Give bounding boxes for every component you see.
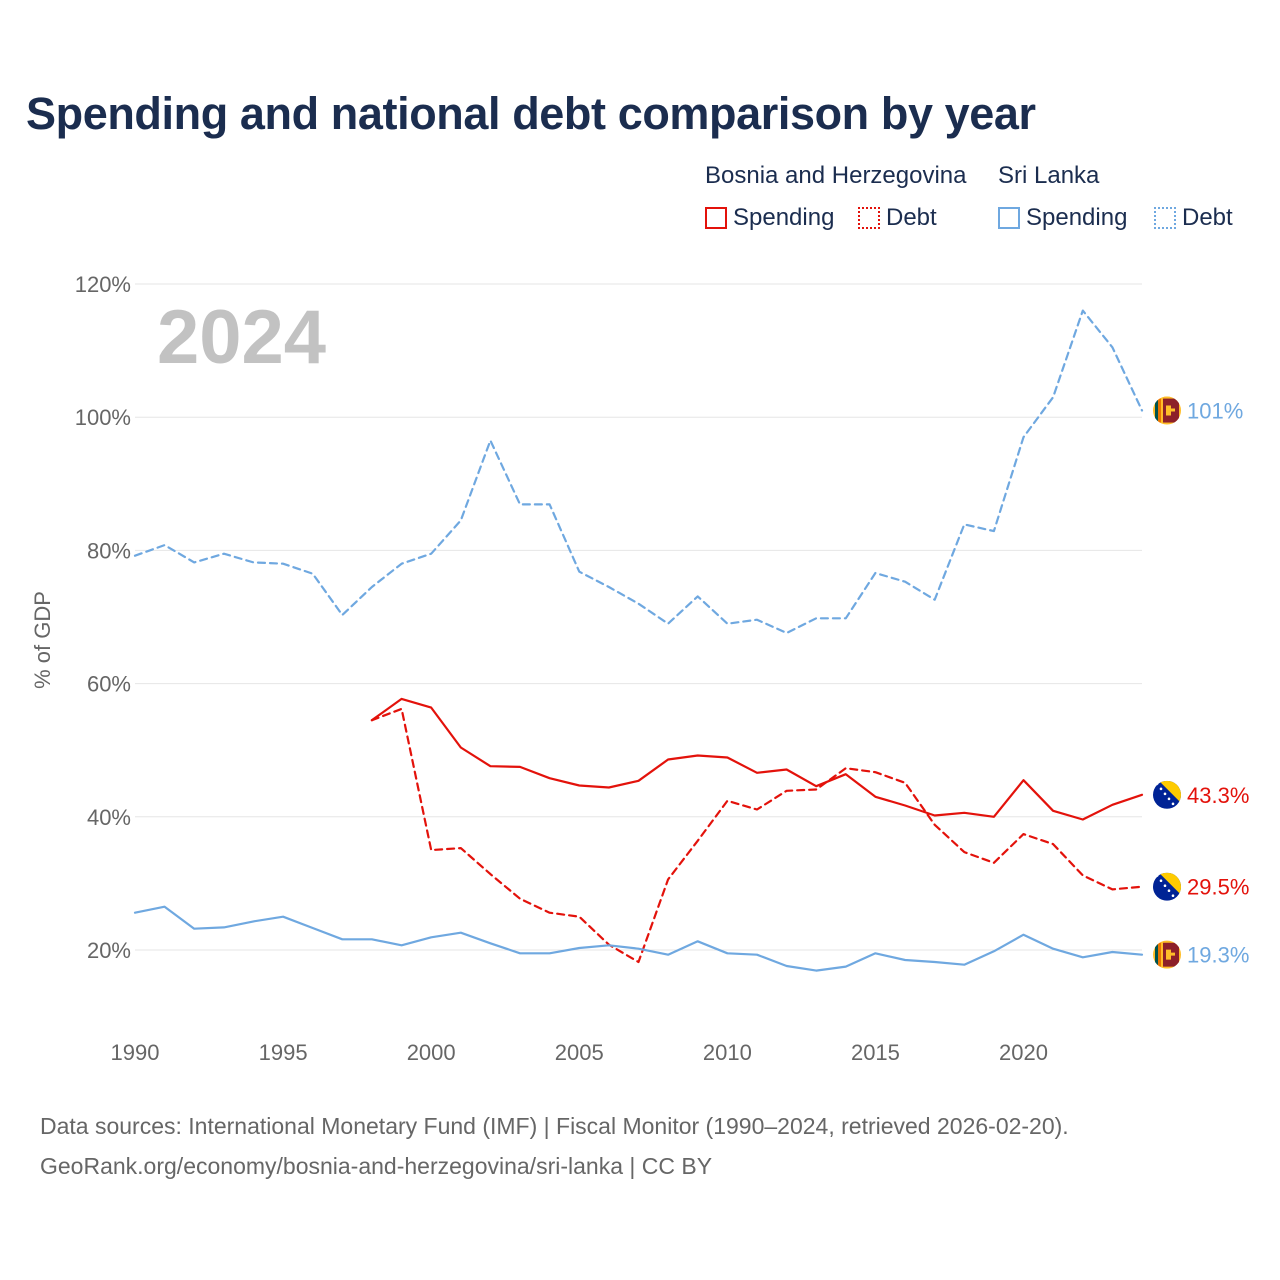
legend-sri-lanka-debt[interactable]: Debt (1154, 204, 1233, 232)
y-tick-label: 20% (87, 938, 131, 963)
sri-lanka-debt-end-label: 101% (1187, 399, 1243, 424)
y-axis-label: % of GDP (30, 591, 55, 689)
chart-title: Spending and national debt comparison by… (26, 88, 1036, 139)
legend-label: Spending (1026, 204, 1128, 231)
y-tick-label: 120% (75, 272, 131, 297)
x-tick-label: 2020 (999, 1040, 1048, 1065)
y-tick-label: 60% (87, 672, 131, 697)
legend-swatch-dotted-icon (858, 207, 880, 229)
legend-bosnia-spending[interactable]: Spending (705, 204, 834, 232)
x-tick-label: 2015 (851, 1040, 900, 1065)
legend-group-bosnia: Bosnia and Herzegovina (705, 162, 967, 189)
x-tick-label: 1990 (111, 1040, 160, 1065)
sri-lanka-spending-end-label: 19.3% (1187, 943, 1249, 968)
sri-lanka-spending-line[interactable] (133, 905, 1144, 972)
data-sources: Data sources: International Monetary Fun… (40, 1106, 1069, 1186)
bosnia-flag-icon (1153, 781, 1181, 809)
bosnia-and-herzegovina-spending-end-label: 43.3% (1187, 783, 1249, 808)
legend-bosnia-debt[interactable]: Debt (858, 204, 937, 232)
legend-swatch-solid-icon (705, 207, 727, 229)
x-tick-label: 2005 (555, 1040, 604, 1065)
sri-lanka-flag-icon (1153, 397, 1181, 425)
bosnia-and-herzegovina-debt-line[interactable] (370, 707, 1144, 964)
sources-line-1: Data sources: International Monetary Fun… (40, 1113, 1069, 1139)
y-tick-label: 40% (87, 805, 131, 830)
legend-group-sri-lanka: Sri Lanka (998, 162, 1100, 189)
sri-lanka-flag-icon (1153, 941, 1181, 969)
year-label: 2024 (157, 295, 326, 380)
legend-swatch-dotted-icon (1154, 207, 1176, 229)
bosnia-and-herzegovina-debt-end-label: 29.5% (1187, 875, 1249, 900)
sources-link-line[interactable]: GeoRank.org/economy/bosnia-and-herzegovi… (40, 1153, 713, 1179)
legend-label: Debt (1182, 204, 1233, 231)
x-tick-label: 2000 (407, 1040, 456, 1065)
bosnia-flag-icon (1153, 873, 1181, 901)
sri-lanka-debt-line[interactable] (133, 309, 1144, 635)
legend-swatch-solid-icon (998, 207, 1020, 229)
legend-sri-lanka-spending[interactable]: Spending (998, 204, 1127, 232)
bosnia-and-herzegovina-spending-line[interactable] (370, 697, 1144, 821)
x-tick-label: 1995 (259, 1040, 308, 1065)
legend-label: Debt (886, 204, 937, 231)
legend-label: Spending (733, 204, 835, 231)
x-tick-label: 2010 (703, 1040, 752, 1065)
y-tick-label: 80% (87, 538, 131, 563)
y-tick-label: 100% (75, 405, 131, 430)
